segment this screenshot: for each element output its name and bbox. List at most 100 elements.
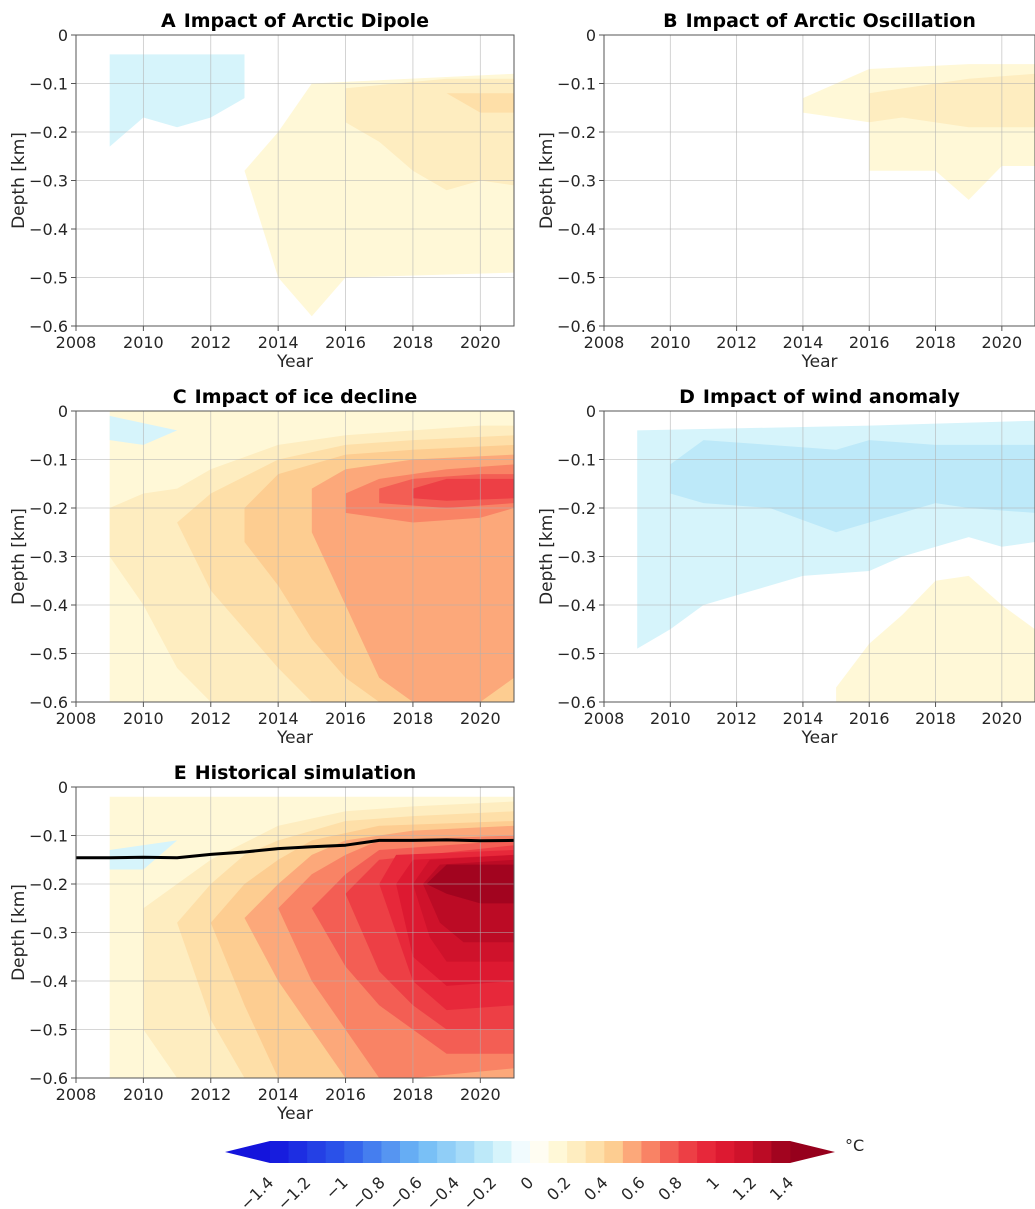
y-tick-label: −0.5 — [557, 269, 596, 288]
x-tick-label: 2014 — [783, 709, 824, 728]
colorbar-tick-label: −1 — [321, 1173, 351, 1203]
y-tick-label: −0.6 — [29, 317, 68, 336]
y-tick-label: −0.5 — [29, 1021, 68, 1040]
y-tick-label: −0.6 — [557, 693, 596, 712]
panel-title: A Impact of Arctic Dipole — [161, 10, 429, 32]
y-tick-label: −0.1 — [557, 75, 596, 94]
y-tick-label: −0.3 — [557, 548, 596, 567]
y-tick-label: −0.2 — [29, 875, 68, 894]
colorbar-cell — [771, 1141, 791, 1163]
panel-title-text: Historical simulation — [195, 762, 417, 784]
x-axis-label: Year — [276, 352, 313, 372]
colorbar-cell — [492, 1141, 512, 1163]
y-tick-label: −0.4 — [29, 220, 68, 239]
mixed-layer-line — [76, 838, 515, 860]
colorbar-tick-label: 0.8 — [654, 1173, 685, 1204]
x-tick-label: 2008 — [56, 333, 97, 352]
colorbar-cell — [604, 1141, 624, 1163]
colorbar-tick-label: −1.2 — [274, 1173, 315, 1209]
x-tick-label: 2018 — [393, 333, 434, 352]
x-tick-label: 2010 — [123, 333, 164, 352]
panel-title: D Impact of wind anomaly — [679, 386, 960, 408]
x-tick-label: 2020 — [981, 333, 1022, 352]
x-tick-label: 2020 — [460, 709, 501, 728]
y-tick-label: −0.2 — [557, 499, 596, 518]
colorbar-cell — [641, 1141, 661, 1163]
panel-letter: A — [161, 10, 176, 32]
colorbar-cell — [270, 1141, 289, 1163]
x-tick-label: 2018 — [393, 709, 434, 728]
colorbar-cell — [418, 1141, 438, 1163]
y-tick-label: 0 — [58, 778, 68, 797]
y-tick-label: −0.1 — [29, 75, 68, 94]
y-tick-label: −0.4 — [557, 596, 596, 615]
y-tick-label: −0.3 — [29, 172, 68, 191]
colorbar-tick-label: −0.8 — [348, 1173, 389, 1209]
x-tick-label: 2010 — [650, 709, 691, 728]
y-axis-label: Depth [km] — [537, 132, 557, 229]
panel-a: 2008 2010 2012 2014 2016 2018 2020 0 −0.1 −0.2 −0.… — [9, 10, 515, 372]
x-tick-label: 2010 — [123, 1085, 164, 1104]
x-tick-label: 2016 — [849, 333, 890, 352]
colorbar-unit: °C — [845, 1136, 864, 1155]
colorbar: −1.4−1.2 −1−0.8−0.6−0.4−0.2 0 0.2 0.4 0.6 0.8 1… — [225, 1136, 864, 1209]
x-tick-label: 2010 — [123, 709, 164, 728]
x-tick-label: 2016 — [849, 709, 890, 728]
colorbar-tick-label: 0.2 — [543, 1173, 574, 1204]
x-axis-label: Year — [801, 352, 838, 372]
x-tick-label: 2020 — [460, 1085, 501, 1104]
x-tick-label: 2012 — [716, 333, 757, 352]
panel-letter: D — [679, 386, 695, 408]
x-tick-label: 2018 — [915, 333, 956, 352]
colorbar-tick-label: 1 — [702, 1173, 723, 1194]
contour-region-1 — [670, 440, 1035, 533]
colorbar-tick-label: 0.4 — [580, 1173, 611, 1204]
contour-region-8 — [412, 478, 514, 501]
y-axis-label: Depth [km] — [9, 884, 29, 981]
colorbar-cell — [530, 1141, 549, 1163]
panel-letter: E — [174, 762, 187, 784]
colorbar-cell — [400, 1141, 419, 1163]
x-tick-label: 2012 — [190, 709, 231, 728]
colorbar-extend-low — [225, 1141, 270, 1163]
x-tick-label: 2008 — [56, 1085, 97, 1104]
colorbar-cell — [437, 1141, 457, 1163]
y-tick-label: −0.6 — [557, 317, 596, 336]
colorbar-cell — [474, 1141, 494, 1163]
colorbar-tick-label: 0 — [517, 1173, 538, 1194]
y-tick-label: −0.5 — [557, 645, 596, 664]
y-tick-label: −0.6 — [29, 693, 68, 712]
y-tick-label: −0.3 — [557, 172, 596, 191]
x-tick-label: 2008 — [584, 709, 625, 728]
colorbar-cell — [585, 1141, 605, 1163]
colorbar-cell — [715, 1141, 735, 1163]
colorbar-cell — [752, 1141, 772, 1163]
colorbar-cell — [455, 1141, 475, 1163]
y-tick-label: −0.5 — [29, 269, 68, 288]
y-tick-label: 0 — [586, 26, 596, 45]
panel-c: 2008 2010 2012 2014 2016 2018 2020 0 −0.1 −0.2 −0.… — [9, 386, 515, 748]
contour-region-1 — [869, 73, 1035, 128]
x-tick-label: 2008 — [584, 333, 625, 352]
colorbar-cell — [622, 1141, 642, 1163]
panel-title-text: Impact of ice decline — [195, 386, 418, 408]
colorbar-tick-label: 0.6 — [617, 1173, 648, 1204]
y-axis-label: Depth [km] — [9, 132, 29, 229]
panel-title: B Impact of Arctic Oscillation — [663, 10, 976, 32]
panel-e: 2008 2010 2012 2014 2016 2018 2020 0 −0.1 −0.2 −0.… — [9, 762, 515, 1124]
colorbar-tick-label: 1.4 — [766, 1173, 797, 1204]
panels: 2008 2010 2012 2014 2016 2018 2020 0 −0.1 −0.2 −0.… — [9, 10, 1035, 1124]
y-axis-label: Depth [km] — [9, 508, 29, 605]
panel-letter: C — [173, 386, 187, 408]
panel-title-text: Impact of Arctic Oscillation — [686, 10, 976, 32]
y-tick-label: −0.4 — [29, 972, 68, 991]
x-tick-label: 2014 — [783, 333, 824, 352]
panel-letter: B — [663, 10, 677, 32]
panel-d: 2008 2010 2012 2014 2016 2018 2020 0 −0.1 −0.2 −0.… — [537, 386, 1035, 748]
x-tick-label: 2016 — [325, 333, 366, 352]
y-tick-label: −0.2 — [557, 123, 596, 142]
x-tick-label: 2012 — [190, 1085, 231, 1104]
y-tick-label: −0.6 — [29, 1069, 68, 1088]
x-axis-label: Year — [276, 1104, 313, 1124]
